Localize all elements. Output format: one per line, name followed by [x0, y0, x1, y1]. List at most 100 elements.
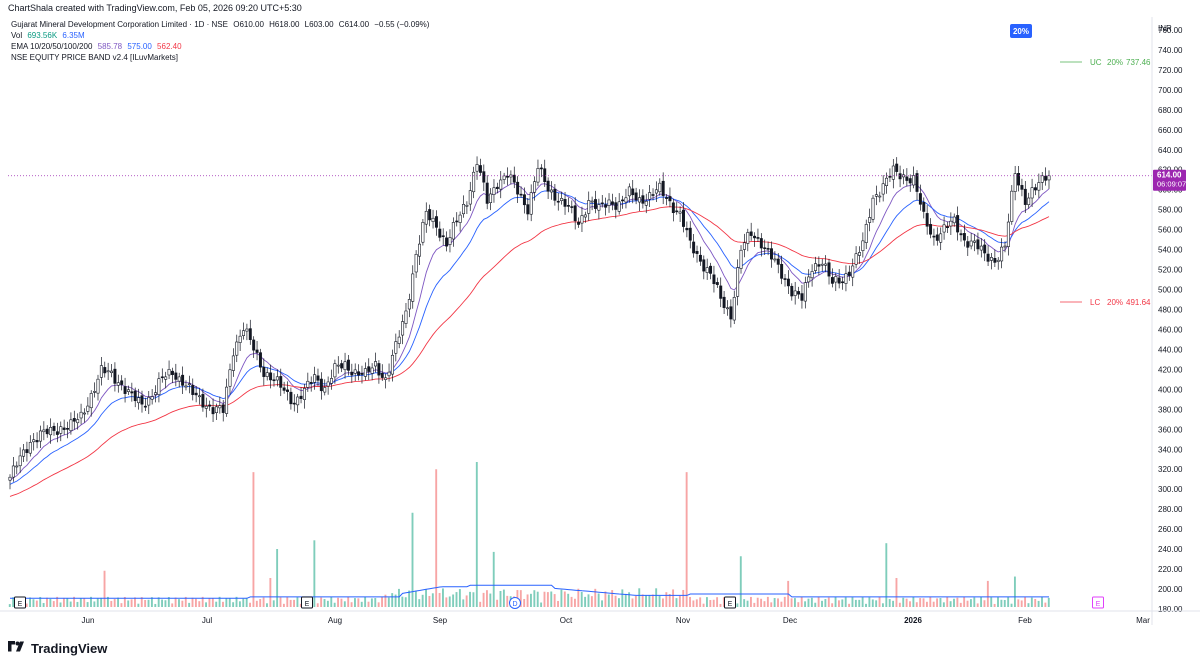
candle-body	[847, 271, 851, 276]
volume-bar	[113, 598, 116, 607]
candle-body	[45, 428, 49, 435]
candle-body	[539, 167, 543, 170]
volume-bar	[797, 602, 800, 607]
tradingview-logo-icon	[8, 641, 24, 652]
volume-bar	[790, 598, 793, 607]
earnings-marker[interactable]	[301, 596, 313, 609]
volume-bar	[171, 603, 174, 607]
candle-body	[28, 442, 32, 454]
volume-bar	[272, 600, 275, 607]
volume-bar	[1010, 603, 1013, 607]
band-row[interactable]: NSE EQUITY PRICE BAND v2.4 [ILuvMarkets]	[11, 52, 429, 63]
volume-bar	[86, 602, 89, 607]
volume-bar	[550, 591, 553, 607]
volume-bar	[46, 597, 48, 607]
candle-body	[739, 249, 743, 269]
candle-body	[198, 395, 202, 398]
candle-body	[705, 267, 709, 273]
candle-body	[519, 193, 523, 196]
candle-body	[834, 276, 838, 283]
volume-bar	[594, 588, 597, 607]
candle-body	[512, 174, 516, 183]
candle-body	[123, 386, 127, 394]
candle-body	[888, 175, 892, 178]
volume-bar	[546, 592, 549, 607]
earnings-marker[interactable]	[1092, 596, 1104, 609]
volume-bar	[719, 603, 722, 607]
event-marker-label: E	[1096, 601, 1101, 608]
volume-bar	[502, 589, 505, 607]
candle-body	[959, 233, 963, 236]
volume-bar	[614, 595, 617, 607]
earnings-marker[interactable]	[724, 596, 736, 609]
volume-bar	[973, 597, 976, 607]
volume-bar	[915, 602, 918, 607]
volume-bar	[662, 598, 664, 607]
candle-body	[722, 296, 726, 308]
volume-bar	[299, 603, 302, 607]
candle-body	[817, 264, 821, 267]
candle-body	[455, 220, 459, 223]
volume-bar	[79, 598, 82, 607]
volume-bar	[76, 601, 79, 607]
volume-bar	[370, 598, 373, 607]
volume-bar	[381, 596, 383, 607]
candle-body	[908, 178, 912, 184]
candle-body	[113, 368, 117, 384]
volume-bar	[452, 594, 455, 607]
volume-row[interactable]: Vol 693.56K 6.35M	[11, 30, 429, 41]
volume-bar	[445, 597, 448, 607]
volume-bar	[269, 578, 272, 607]
candle-body	[282, 387, 286, 391]
candle-body	[976, 239, 980, 250]
brand-footer: TradingView	[8, 639, 107, 657]
candle-body	[350, 371, 354, 376]
volume-bar	[868, 597, 871, 607]
candle-body	[15, 465, 19, 468]
volume-bar	[953, 598, 955, 607]
volume-bar	[689, 596, 691, 607]
volume-bar	[69, 601, 72, 607]
volume-bar	[333, 602, 336, 607]
dividend-marker[interactable]	[509, 597, 521, 609]
candle-body	[218, 405, 222, 409]
volume-bar	[144, 599, 147, 607]
candle-body	[594, 199, 597, 209]
candle-body	[363, 368, 367, 377]
close-value: C614.00	[338, 20, 370, 29]
price-tick-label: 500.00	[1158, 286, 1183, 295]
volume-bars	[8, 462, 1050, 607]
candle-body	[698, 254, 702, 262]
candle-body	[729, 306, 733, 320]
symbol-row[interactable]: Gujarat Mineral Development Corporation …	[11, 19, 429, 30]
ema-row[interactable]: EMA 10/20/50/100/200 585.78 575.00 562.4…	[11, 41, 429, 52]
candle-body	[989, 257, 993, 261]
last-price-badge[interactable]	[1153, 169, 1186, 191]
candle-body	[732, 297, 736, 321]
volume-bar	[435, 469, 438, 607]
candle-body	[157, 378, 161, 395]
candle-body	[949, 220, 953, 227]
volume-bar	[536, 591, 539, 607]
low-value: L603.00	[304, 20, 334, 29]
candle-body	[935, 234, 939, 241]
volume-bar	[215, 601, 218, 607]
candle-body	[340, 363, 344, 369]
candle-body	[742, 242, 746, 250]
band-badge[interactable]	[1010, 24, 1032, 38]
volume-bar	[648, 595, 651, 607]
candle-body	[881, 183, 885, 195]
candle-body	[638, 197, 641, 203]
volume-bar	[25, 603, 28, 607]
candle-body	[566, 205, 570, 207]
candle-body	[1027, 197, 1031, 205]
candle-body	[610, 201, 614, 205]
earnings-marker[interactable]	[14, 596, 26, 609]
volume-bar	[902, 597, 905, 607]
volume-bar	[469, 591, 471, 607]
volume-bar	[286, 597, 289, 607]
volume-bar	[340, 598, 343, 607]
candle-body	[922, 202, 926, 212]
high-value: H618.00	[269, 20, 300, 29]
